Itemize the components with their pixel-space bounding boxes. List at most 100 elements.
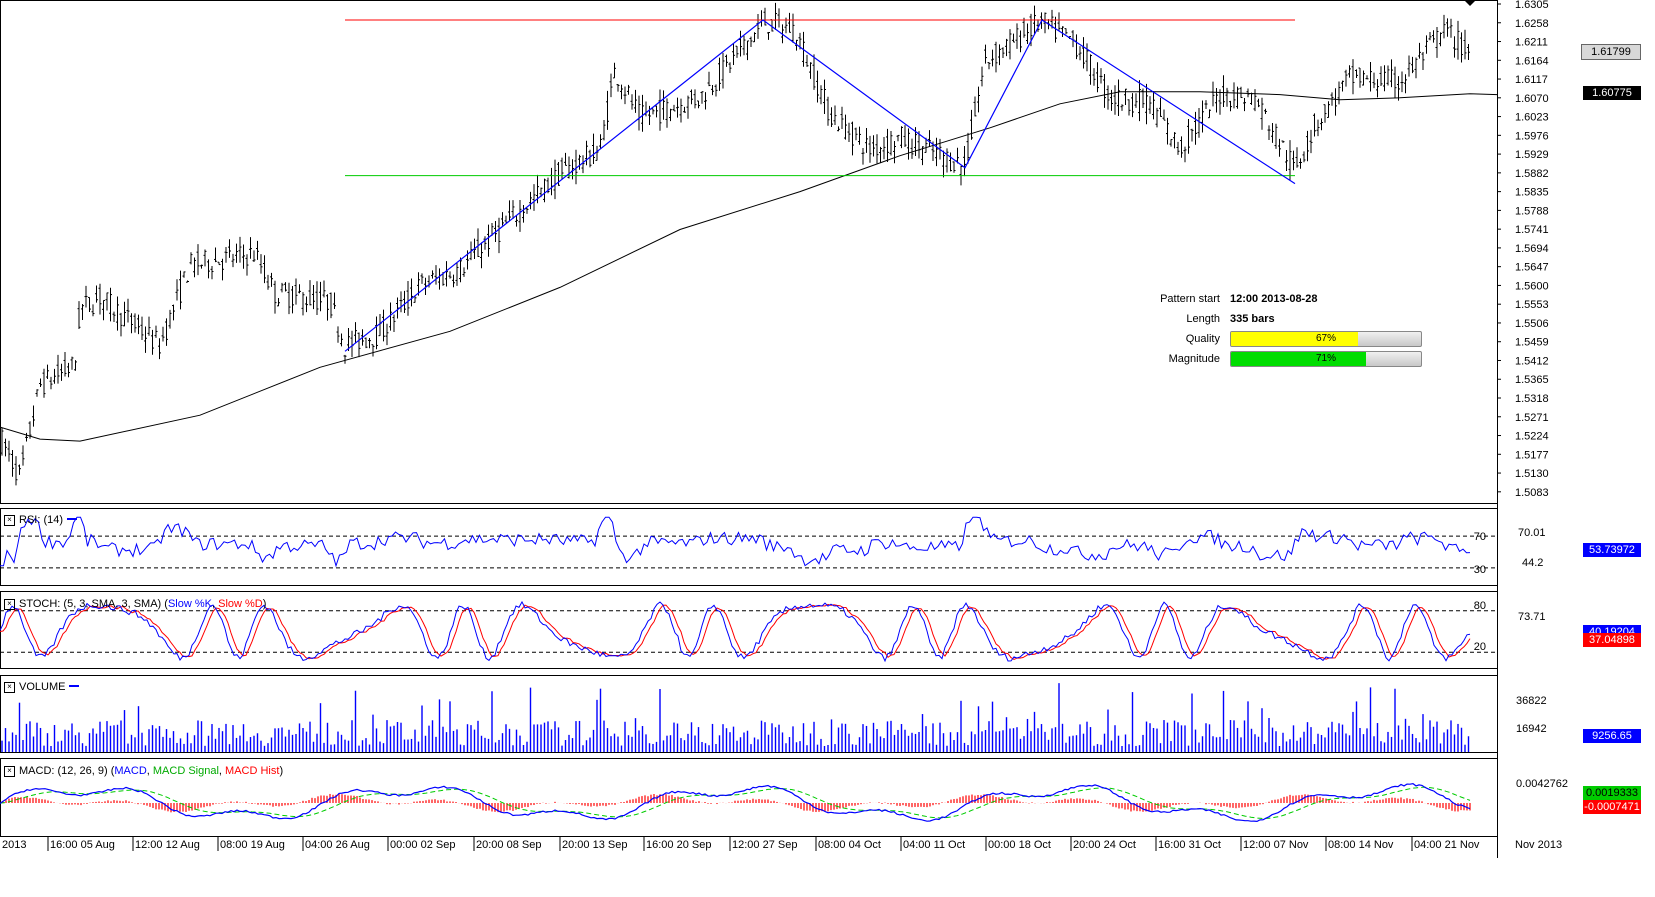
- price-tick-label: 1.5271: [1515, 412, 1549, 424]
- current-price-label: 1.61799: [1581, 44, 1641, 60]
- stoch-d-line: [0, 603, 1471, 660]
- x-axis-label: 00:00 02 Sep: [390, 839, 455, 851]
- x-axis-label: 00:00 18 Oct: [988, 839, 1051, 851]
- volume-series-mark: [69, 685, 80, 687]
- quality-bar-fill: [1231, 332, 1359, 346]
- macd-hist-label: -0.0007471: [1583, 800, 1641, 814]
- price-bars: [0, 2, 1470, 486]
- moving-average-line: [0, 91, 1498, 442]
- volume-axis-label: 36822: [1516, 695, 1547, 707]
- rsi-axis-label: 70.01: [1518, 527, 1546, 539]
- ma-price-label: 1.60775: [1583, 86, 1641, 100]
- stoch-axis-label: 80: [1474, 600, 1486, 612]
- macd-hist-bars: [0, 793, 1471, 813]
- macd-title: × MACD: (12, 26, 9) (MACD, MACD Signal, M…: [4, 765, 283, 777]
- pattern-start-value: 12:00 2013-08-28: [1230, 293, 1318, 305]
- stoch-title: × STOCH: (5, 3, SMA, 3, SMA) (Slow %K, Sl…: [4, 598, 266, 610]
- price-tick-label: 1.5647: [1515, 262, 1549, 274]
- macd-axis-label: 0.0042762: [1516, 778, 1568, 790]
- stoch-k-line: [0, 600, 1471, 663]
- price-tick-label: 1.5600: [1515, 280, 1549, 292]
- price-tick-label: 1.5835: [1515, 187, 1549, 199]
- x-axis-label: 08:00 14 Nov: [1328, 839, 1394, 851]
- rsi-series-mark: [67, 518, 78, 520]
- price-tick-label: 1.6258: [1515, 18, 1549, 30]
- magnitude-label: Magnitude: [1168, 353, 1220, 365]
- stoch-axis-label: 20: [1474, 641, 1486, 653]
- volume-title-text: VOLUME: [19, 681, 66, 693]
- price-tick-label: 1.5741: [1515, 224, 1549, 236]
- rsi-line: [0, 516, 1471, 568]
- quality-bar: 67%: [1230, 331, 1422, 347]
- volume-current-label: 9256.65: [1583, 729, 1641, 743]
- pattern-start-label: Pattern start: [1160, 293, 1220, 305]
- stoch-k-name: Slow %K: [167, 598, 212, 610]
- stoch-close-icon[interactable]: ×: [4, 599, 15, 610]
- volume-close-icon[interactable]: ×: [4, 682, 15, 693]
- macd-signal-line: [0, 786, 1471, 820]
- rsi-title: × RSI: (14): [4, 514, 78, 526]
- x-axis-label: 12:00 27 Sep: [732, 839, 797, 851]
- x-axis-label: 16:00 20 Sep: [646, 839, 711, 851]
- x-axis-label: 12:00 12 Aug: [135, 839, 200, 851]
- price-tick-label: 1.5976: [1515, 130, 1549, 142]
- price-tick-label: 1.5882: [1515, 168, 1549, 180]
- rsi-axis-label: 30: [1474, 564, 1486, 576]
- x-axis-label: 04:00 21 Nov: [1414, 839, 1480, 851]
- magnitude-percent: 71%: [1315, 353, 1336, 364]
- pattern-info: Pattern start 12:00 2013-08-28 Length 33…: [1150, 293, 1430, 373]
- x-axis-label: 20:00 13 Sep: [562, 839, 627, 851]
- price-tick-label: 1.6023: [1515, 112, 1549, 124]
- price-tick-label: 1.5553: [1515, 299, 1549, 311]
- price-tick-label: 1.5694: [1515, 243, 1549, 255]
- macd-name: MACD: [114, 765, 147, 777]
- macd-line: [0, 782, 1471, 823]
- x-axis-label: 2013: [2, 839, 26, 851]
- x-axis-label: 04:00 26 Aug: [305, 839, 370, 851]
- quality-percent: 67%: [1315, 333, 1336, 344]
- x-axis-label: 04:00 11 Oct: [903, 839, 965, 851]
- x-axis-label: 12:00 07 Nov: [1243, 839, 1309, 851]
- macd-hist-name: MACD Hist: [225, 765, 280, 777]
- x-axis-label: 08:00 04 Oct: [818, 839, 881, 851]
- price-tick-label: 1.5506: [1515, 318, 1549, 330]
- volume-bars: [1, 683, 1470, 752]
- rsi-current-label: 53.73972: [1583, 543, 1641, 557]
- stoch-axis-label: 73.71: [1518, 611, 1546, 623]
- volume-axis-label: 16942: [1516, 723, 1547, 735]
- price-tick-label: 1.5083: [1515, 487, 1549, 499]
- price-tick-label: 1.6070: [1515, 93, 1549, 105]
- price-tick-label: 1.6164: [1515, 55, 1549, 67]
- price-tick-label: 1.6211: [1515, 37, 1548, 49]
- rsi-close-icon[interactable]: ×: [4, 515, 15, 526]
- length-label: Length: [1186, 313, 1220, 325]
- price-tick-label: 1.5318: [1515, 393, 1549, 405]
- x-axis-label: 20:00 08 Sep: [476, 839, 541, 851]
- macd-signal-name: MACD Signal: [152, 765, 219, 777]
- pattern-zigzag-line: [344, 19, 1296, 352]
- price-tick-label: 1.6117: [1515, 74, 1548, 86]
- price-tick-label: 1.5788: [1515, 205, 1549, 217]
- price-tick-label: 1.5412: [1515, 355, 1549, 367]
- stoch-d-name: Slow %D: [218, 598, 263, 610]
- scroll-marker-icon: [1464, 0, 1476, 6]
- price-tick-label: 1.5177: [1515, 449, 1549, 461]
- macd-title-text: MACD: (12, 26, 9): [19, 765, 108, 777]
- length-value: 335 bars: [1230, 313, 1275, 325]
- quality-label: Quality: [1185, 333, 1220, 345]
- price-tick-label: 1.5929: [1515, 149, 1549, 161]
- x-axis-label: Nov 2013: [1515, 839, 1562, 851]
- price-tick-label: 1.5365: [1515, 374, 1549, 386]
- price-tick-label: 1.5459: [1515, 337, 1549, 349]
- macd-close-icon[interactable]: ×: [4, 766, 15, 777]
- magnitude-bar: 71%: [1230, 351, 1422, 367]
- rsi-title-text: RSI: (14): [19, 514, 64, 526]
- volume-title: × VOLUME: [4, 681, 80, 693]
- stoch-d-label: 37.04898: [1583, 633, 1641, 647]
- x-axis-label: 08:00 19 Aug: [220, 839, 285, 851]
- x-axis-label: 16:00 05 Aug: [50, 839, 115, 851]
- price-tick-label: 1.5130: [1515, 468, 1549, 480]
- panel-border-rsi: [0, 508, 1498, 586]
